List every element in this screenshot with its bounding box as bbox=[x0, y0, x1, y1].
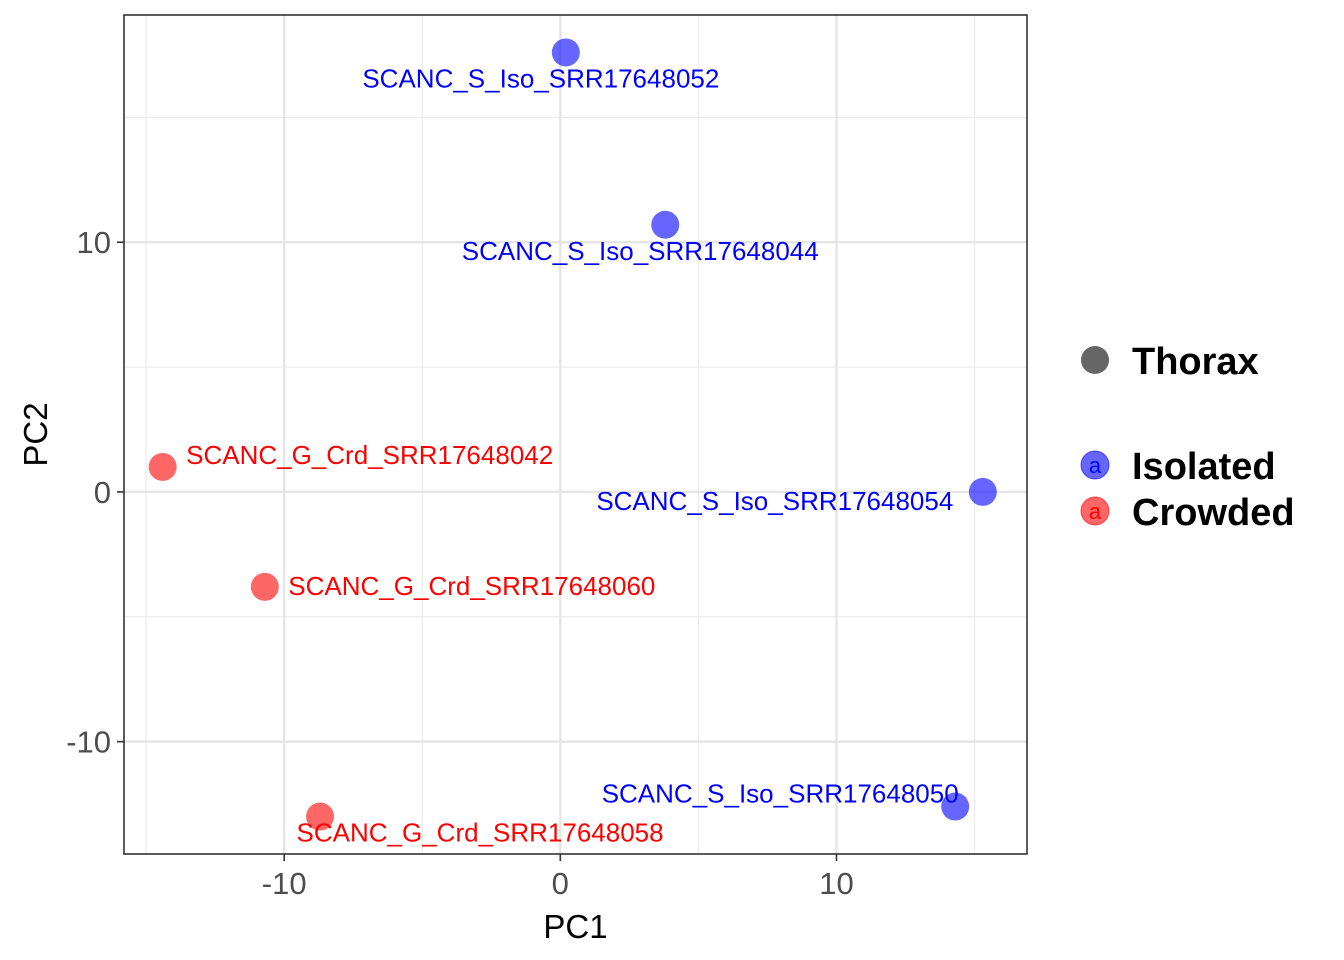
point-label: SCANC_S_Iso_SRR17648054 bbox=[596, 486, 953, 516]
legend-shape-key bbox=[1081, 346, 1109, 374]
legend-key-glyph: a bbox=[1089, 499, 1102, 524]
point-labels: SCANC_S_Iso_SRR17648052 SCANC_S_Iso_SRR17… bbox=[186, 63, 959, 847]
legend-color-key bbox=[1080, 496, 1110, 526]
legend-color-label: Crowded bbox=[1132, 492, 1295, 534]
data-point bbox=[148, 452, 177, 481]
y-tick-label: -10 bbox=[66, 725, 111, 760]
data-points bbox=[148, 38, 997, 831]
y-axis-title: PC2 bbox=[17, 402, 54, 466]
point-label: SCANC_G_Crd_SRR17648042 bbox=[186, 440, 553, 470]
y-axis-ticks: -10 0 10 bbox=[66, 225, 124, 760]
legend-color-keys: a Isolated a Crowded bbox=[1080, 446, 1295, 534]
x-axis-ticks: -10 0 10 bbox=[262, 854, 854, 901]
data-point bbox=[968, 477, 997, 506]
legend: Thorax a Isolated a Crowded bbox=[1080, 341, 1295, 534]
panel-border bbox=[123, 14, 1028, 855]
legend-color-key bbox=[1080, 450, 1110, 480]
point-label: SCANC_S_Iso_SRR17648050 bbox=[602, 779, 959, 809]
x-tick-label: 0 bbox=[552, 866, 569, 901]
data-point bbox=[306, 802, 335, 831]
point-label: SCANC_S_Iso_SRR17648052 bbox=[362, 63, 719, 93]
minor-gridlines bbox=[124, 15, 1027, 854]
x-tick-label: -10 bbox=[262, 866, 307, 901]
data-point bbox=[651, 210, 680, 239]
point-label: SCANC_S_Iso_SRR17648044 bbox=[462, 236, 819, 266]
major-gridlines bbox=[124, 15, 1027, 854]
legend-key-glyph: a bbox=[1089, 453, 1102, 478]
y-tick-label: 0 bbox=[94, 475, 111, 510]
legend-shape-label: Thorax bbox=[1132, 341, 1259, 383]
x-axis-title: PC1 bbox=[543, 908, 607, 945]
data-point bbox=[551, 38, 580, 67]
x-tick-label: 10 bbox=[819, 866, 853, 901]
y-tick-label: 10 bbox=[77, 225, 111, 260]
point-label: SCANC_G_Crd_SRR17648058 bbox=[297, 818, 664, 848]
data-point bbox=[941, 792, 970, 821]
data-point bbox=[250, 572, 279, 601]
point-label: SCANC_G_Crd_SRR17648060 bbox=[288, 571, 655, 601]
legend-color-label: Isolated bbox=[1132, 446, 1276, 488]
